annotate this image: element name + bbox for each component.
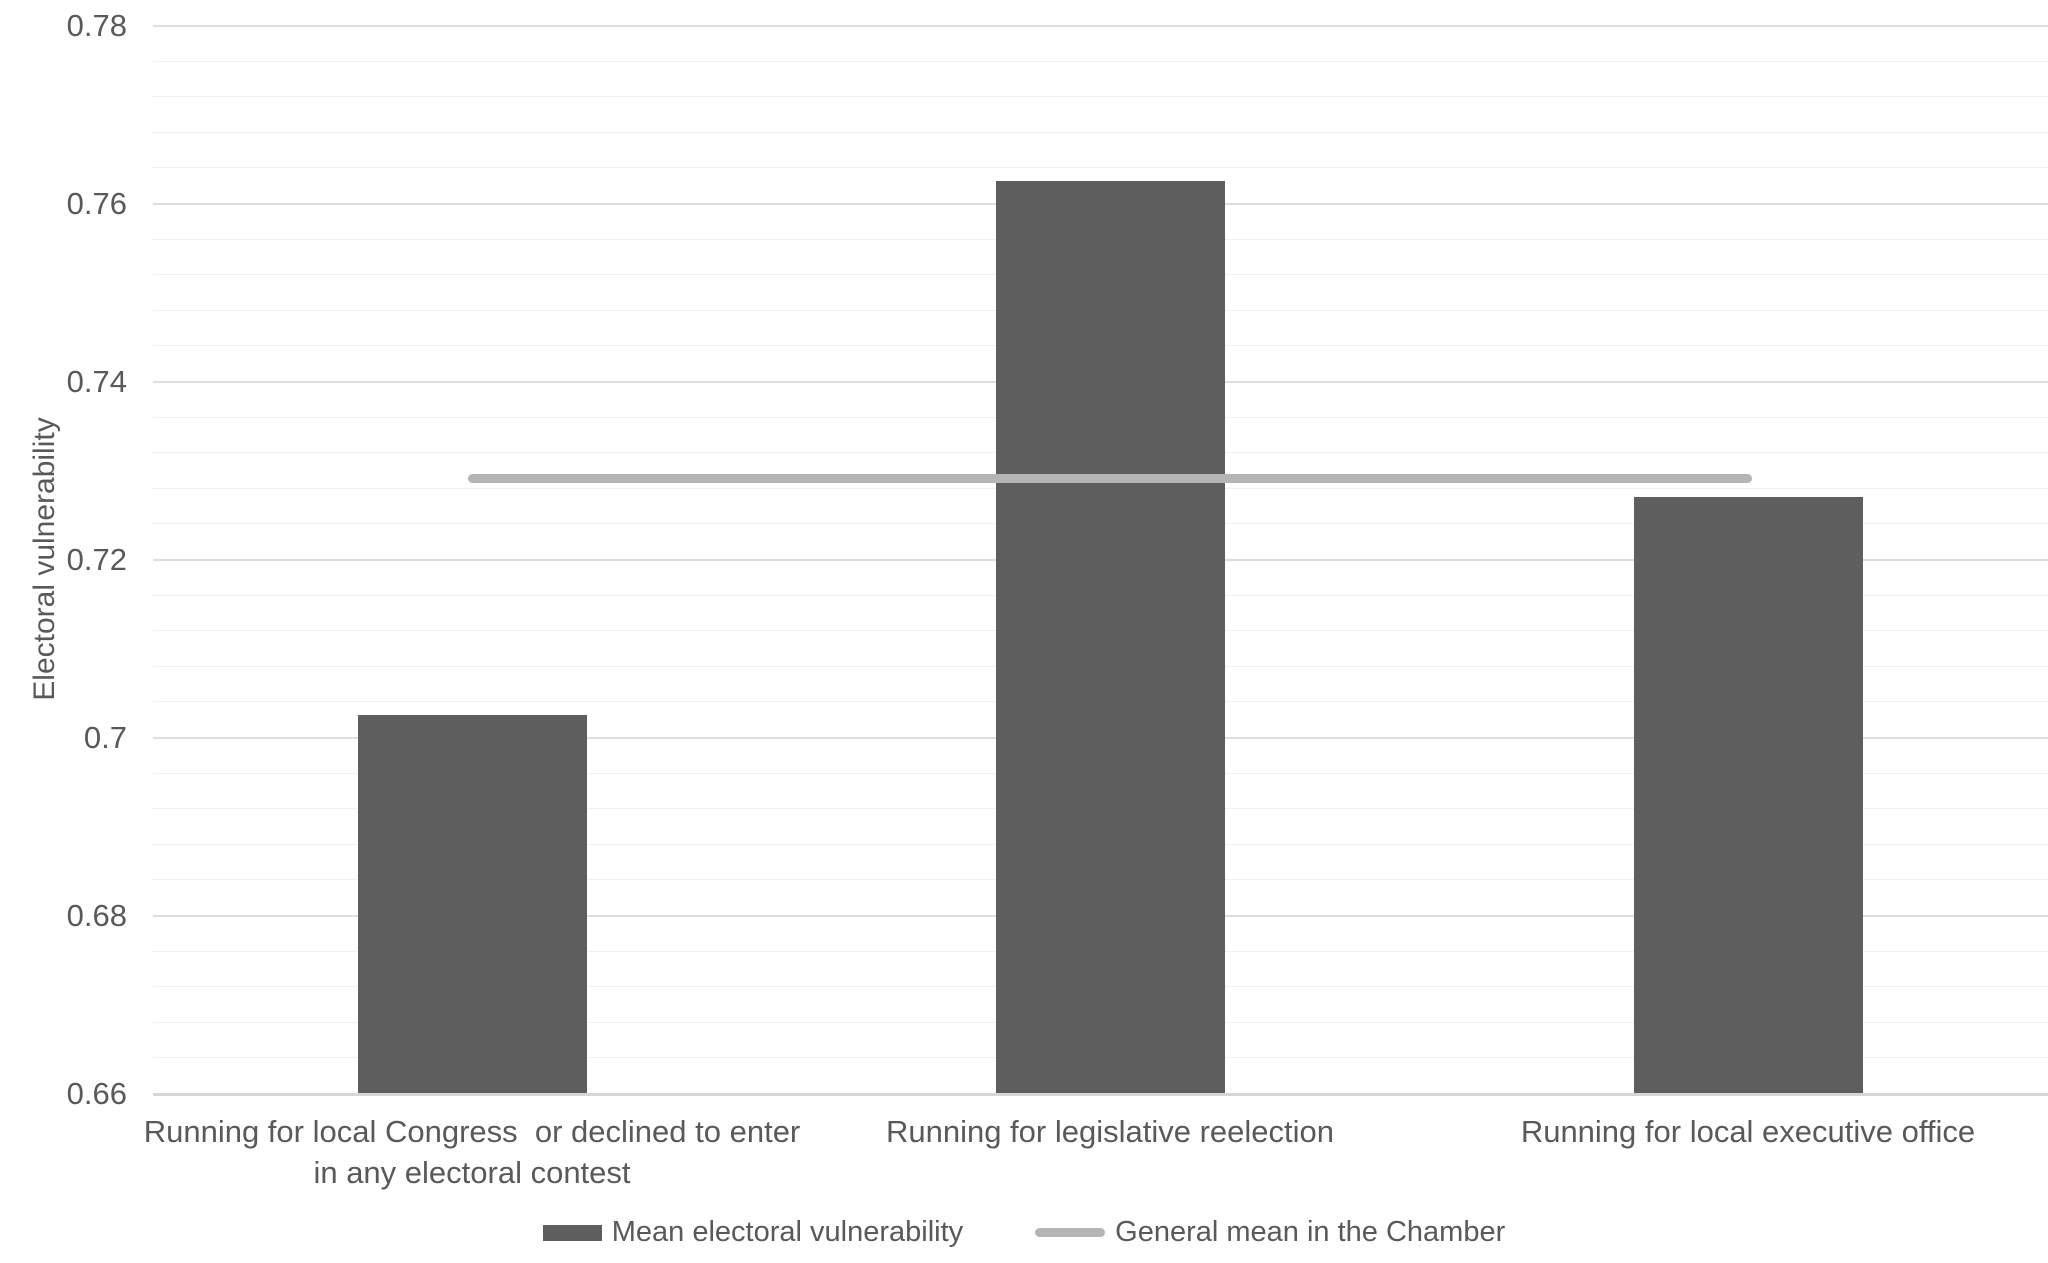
- bar: [357, 714, 587, 1093]
- mean-line: [468, 474, 1752, 484]
- y-tick-label: 0.78: [66, 8, 127, 43]
- y-tick-label: 0.74: [66, 364, 127, 399]
- bar: [1633, 496, 1863, 1093]
- y-tick-label: 0.68: [66, 898, 127, 933]
- legend-label-line-series: General mean in the Chamber: [1115, 1216, 1506, 1248]
- x-axis-label: Running for local Congress or declined t…: [143, 1114, 801, 1190]
- bar: [995, 180, 1225, 1093]
- legend: Mean electoral vulnerability General mea…: [0, 1218, 2048, 1247]
- legend-label-bar-series: Mean electoral vulnerability: [611, 1216, 964, 1248]
- x-axis-label: Running for legislative reelection: [885, 1114, 1335, 1149]
- bar-series-swatch-icon: [542, 1224, 602, 1241]
- y-tick-label: 0.72: [66, 542, 127, 577]
- gridline-minor: [153, 60, 2048, 62]
- x-axis-label: Running for local executive office: [1520, 1114, 1976, 1149]
- y-tick-label: 0.66: [66, 1076, 127, 1111]
- plot-area: [153, 25, 2048, 1096]
- gridline-major: [153, 25, 2048, 27]
- y-tick-label: 0.76: [66, 186, 127, 221]
- gridline-minor: [153, 96, 2048, 98]
- legend-item-bar-series: Mean electoral vulnerability: [542, 1216, 964, 1248]
- gridline-minor: [153, 167, 2048, 169]
- legend-item-line-series: General mean in the Chamber: [1035, 1218, 1505, 1247]
- y-tick-label: 0.7: [83, 720, 127, 755]
- line-series-swatch-icon: [1035, 1228, 1106, 1237]
- gridline-minor: [153, 131, 2048, 133]
